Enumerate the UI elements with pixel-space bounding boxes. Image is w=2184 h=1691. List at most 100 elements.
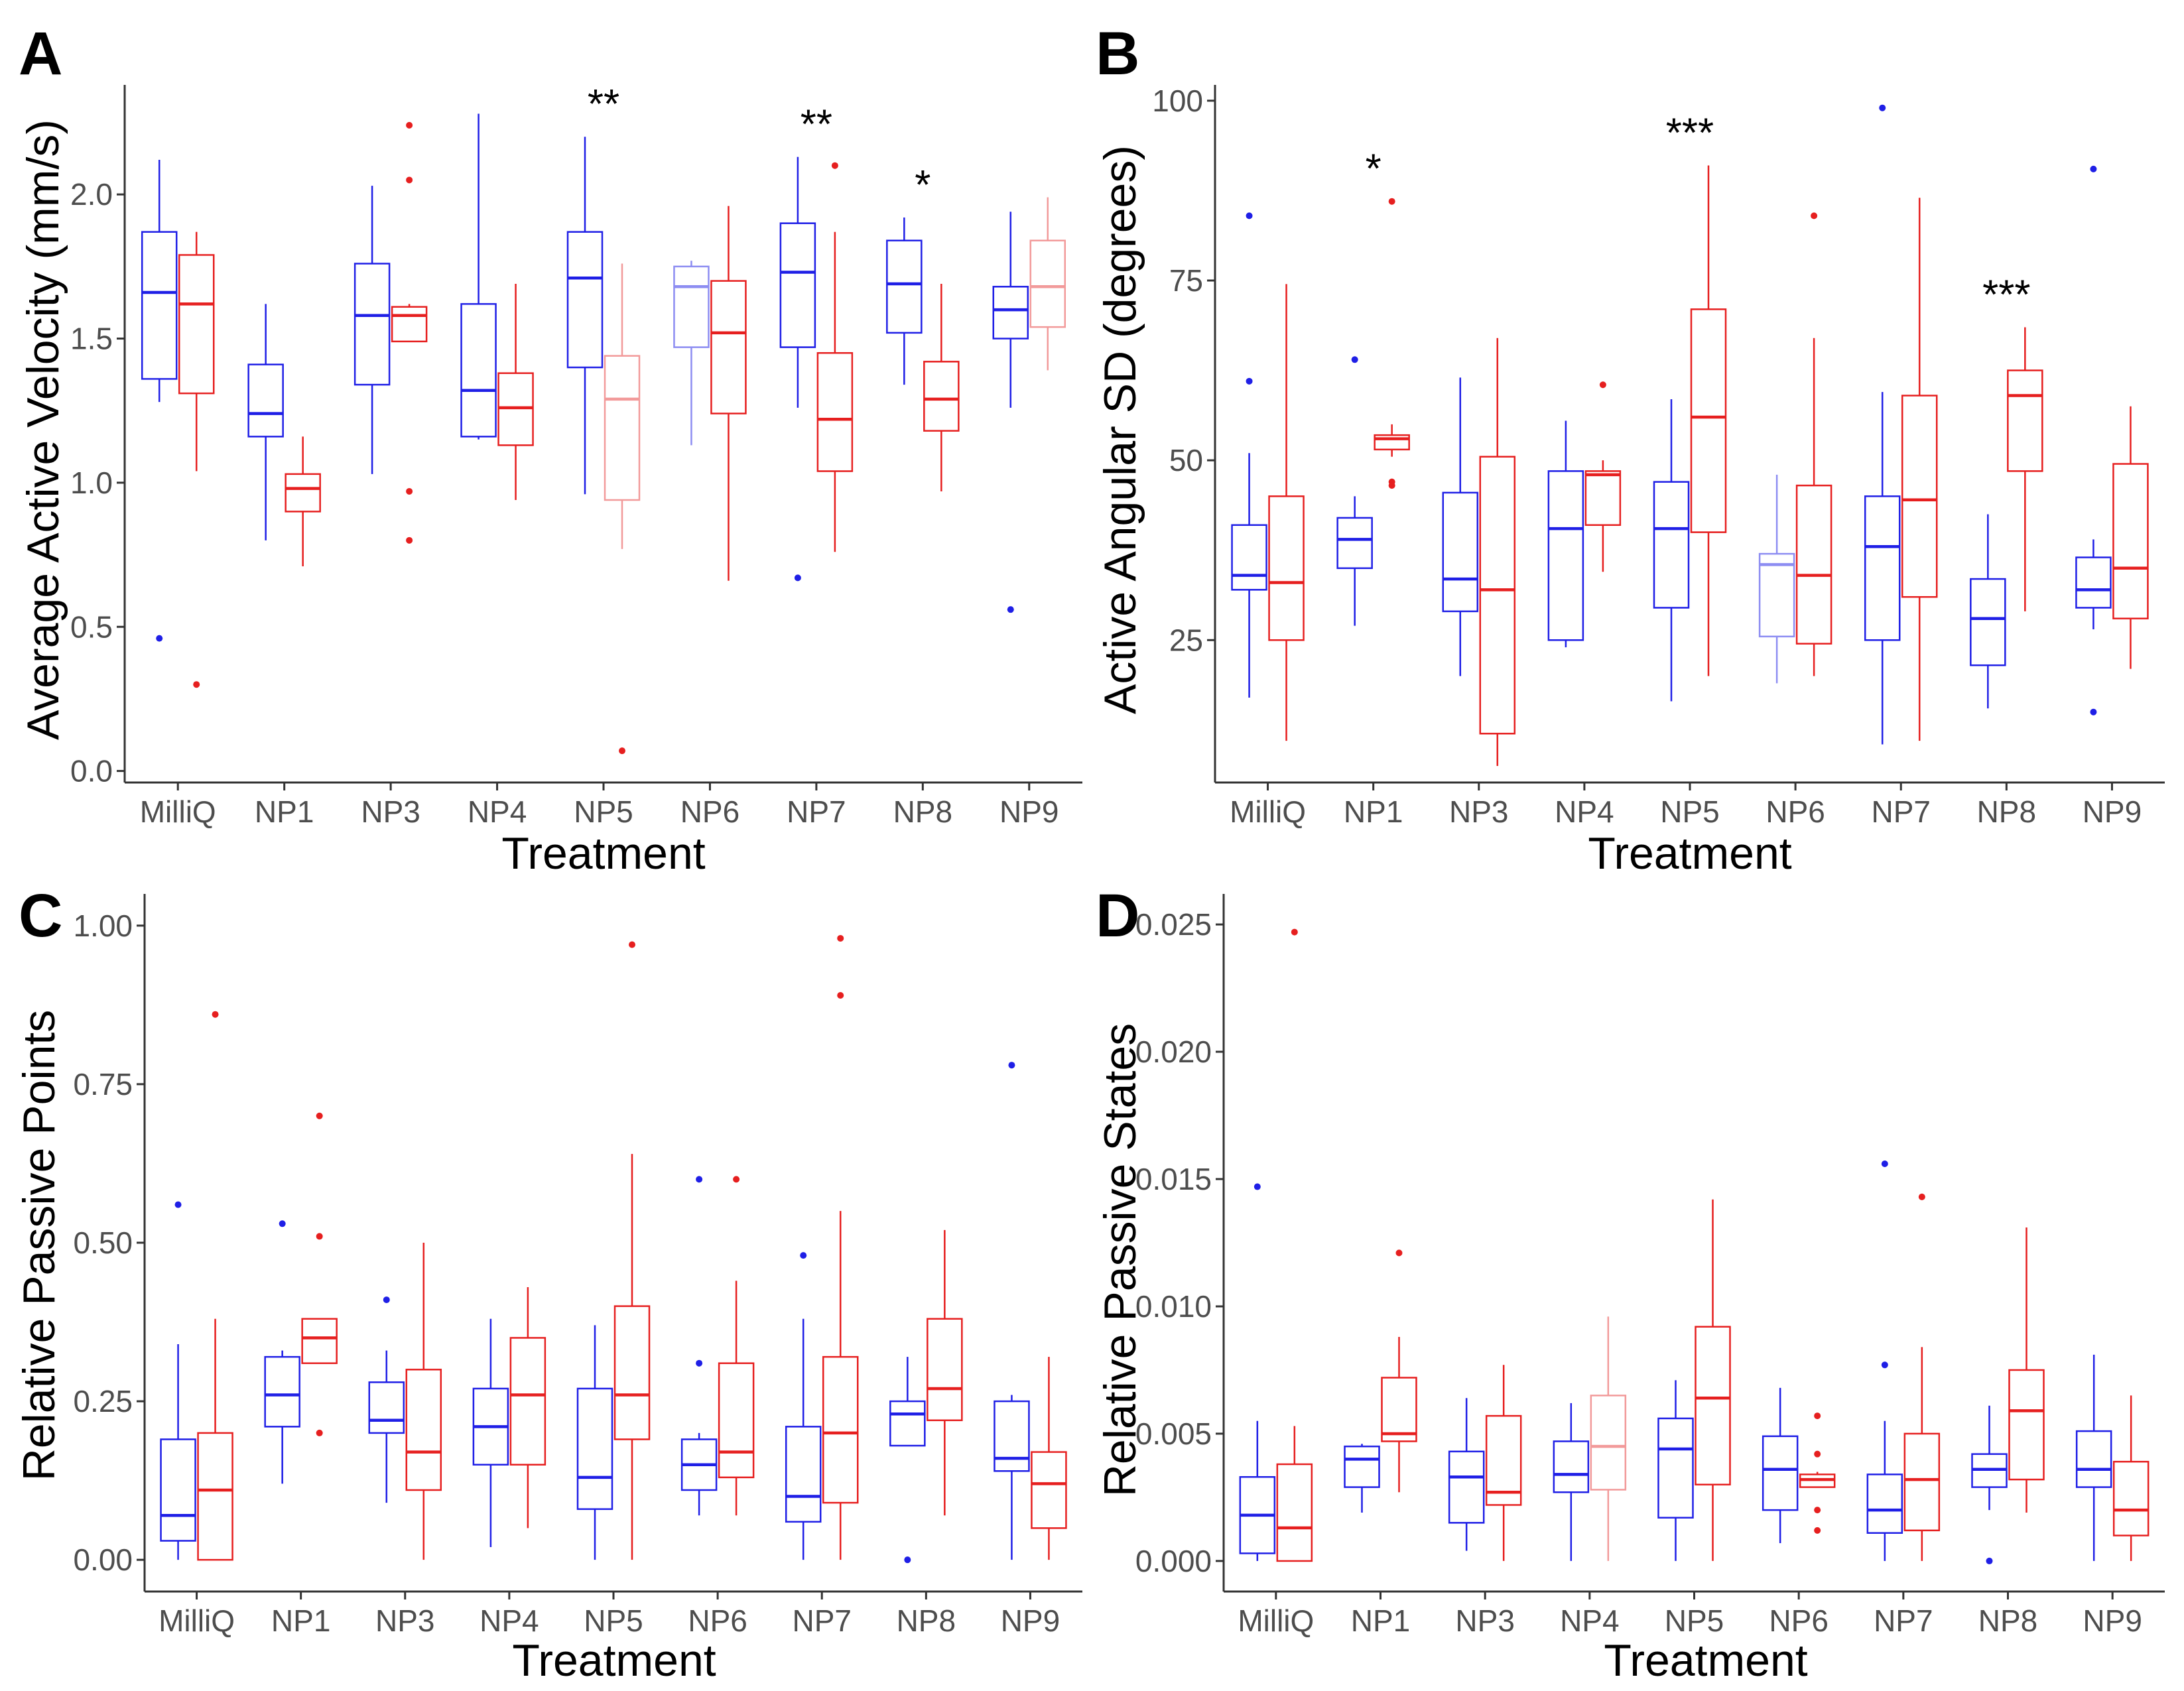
outlier-point bbox=[1881, 1160, 1888, 1167]
box-red-NP7 bbox=[822, 934, 859, 1560]
iqr-box bbox=[405, 1369, 442, 1491]
y-axis-title: Average Active Velocity (mm/s) bbox=[18, 119, 68, 740]
outlier-point bbox=[279, 1220, 286, 1227]
outlier-point bbox=[1599, 381, 1606, 389]
box-red-NP4 bbox=[509, 1286, 546, 1529]
x-tick-label: NP8 bbox=[1978, 1603, 2037, 1638]
x-tick-label: NP8 bbox=[893, 794, 952, 829]
box-red-NP4 bbox=[1590, 1316, 1627, 1561]
iqr-box bbox=[1970, 578, 2006, 666]
iqr-box bbox=[1031, 1451, 1067, 1529]
box-red-NP5 bbox=[1690, 165, 1727, 676]
y-tick-label: 0.000 bbox=[1135, 1544, 1212, 1578]
outlier-point bbox=[1814, 1527, 1821, 1534]
y-tick-label: 0.5 bbox=[70, 609, 113, 644]
iqr-box bbox=[1547, 470, 1584, 641]
box-red-NP8 bbox=[927, 1229, 963, 1516]
iqr-box bbox=[1695, 1326, 1731, 1485]
box-blue-NP5 bbox=[1657, 1380, 1694, 1561]
y-tick-label: 0.015 bbox=[1135, 1162, 1212, 1196]
y-tick-label: 1.00 bbox=[73, 908, 133, 943]
box-blue-NP3 bbox=[353, 186, 391, 474]
iqr-box bbox=[1442, 491, 1479, 613]
outlier-point bbox=[406, 176, 413, 184]
box-red-NP9 bbox=[1029, 197, 1066, 371]
iqr-box bbox=[1344, 1445, 1380, 1488]
x-axis-title: Treatment bbox=[1604, 1635, 1807, 1686]
box-blue-NP4 bbox=[472, 1318, 509, 1548]
outlier-point bbox=[1918, 1193, 1925, 1200]
box-red-MilliQ bbox=[1268, 284, 1305, 741]
x-tick-label: NP9 bbox=[1001, 1603, 1060, 1638]
x-tick-label: NP5 bbox=[1665, 1603, 1724, 1638]
iqr-box bbox=[1866, 1473, 1903, 1534]
x-tick-label: NP9 bbox=[2083, 794, 2142, 829]
y-tick-label: 0.0 bbox=[70, 754, 113, 788]
box-red-NP3 bbox=[391, 121, 428, 544]
y-tick-label: 75 bbox=[1169, 263, 1203, 298]
x-tick-label: NP3 bbox=[361, 794, 420, 829]
box-blue-NP9 bbox=[994, 1062, 1030, 1560]
box-blue-NP6 bbox=[673, 261, 710, 446]
outlier-point bbox=[629, 941, 635, 948]
box-red-NP9 bbox=[2112, 1395, 2150, 1561]
outlier-point bbox=[316, 1233, 323, 1240]
outlier-point bbox=[831, 162, 838, 169]
y-tick-label: 100 bbox=[1152, 84, 1203, 118]
box-blue-NP6 bbox=[1758, 474, 1795, 684]
box-blue-NP1 bbox=[264, 1220, 300, 1484]
iqr-box bbox=[1901, 395, 1938, 598]
y-axis-title: Relative Passive Points bbox=[14, 1010, 64, 1481]
box-blue-NP4 bbox=[460, 113, 497, 440]
significance-label: * bbox=[915, 162, 931, 208]
significance-label: *** bbox=[1982, 272, 2030, 318]
y-tick-label: 0.005 bbox=[1135, 1416, 1212, 1451]
outlier-point bbox=[1008, 1062, 1015, 1069]
iqr-box bbox=[509, 1337, 546, 1466]
box-red-MilliQ bbox=[178, 231, 215, 688]
outlier-point bbox=[316, 1112, 323, 1119]
box-red-NP7 bbox=[816, 162, 854, 552]
box-blue-NP8 bbox=[889, 1357, 926, 1564]
box-red-NP1 bbox=[285, 436, 321, 566]
significance-label: * bbox=[1366, 147, 1381, 192]
iqr-box bbox=[2007, 369, 2043, 472]
box-red-MilliQ bbox=[1276, 928, 1313, 1562]
iqr-box bbox=[1690, 308, 1727, 533]
iqr-box bbox=[197, 1432, 233, 1561]
box-blue-NP5 bbox=[566, 137, 604, 495]
box-red-NP5 bbox=[1695, 1199, 1731, 1561]
iqr-box bbox=[889, 1400, 926, 1447]
outlier-point bbox=[406, 121, 413, 129]
outlier-point bbox=[904, 1556, 911, 1564]
box-blue-NP8 bbox=[886, 217, 923, 385]
iqr-box bbox=[141, 231, 178, 380]
box-red-NP9 bbox=[2112, 406, 2149, 669]
y-axis-title: Relative Passive States bbox=[1095, 1023, 1145, 1497]
iqr-box bbox=[160, 1438, 196, 1542]
iqr-box bbox=[992, 286, 1029, 340]
significance-label: *** bbox=[1666, 110, 1714, 156]
box-blue-NP7 bbox=[1864, 104, 1901, 745]
box-red-NP4 bbox=[497, 283, 534, 500]
x-tick-label: NP5 bbox=[584, 1603, 643, 1638]
iqr-box bbox=[1657, 1417, 1694, 1519]
iqr-box bbox=[710, 280, 747, 414]
box-red-NP6 bbox=[1795, 212, 1832, 676]
y-tick-label: 1.5 bbox=[70, 322, 113, 356]
outlier-point bbox=[733, 1176, 740, 1183]
outlier-point bbox=[1351, 356, 1358, 363]
panel-letter: C bbox=[19, 882, 62, 950]
x-tick-label: NP3 bbox=[1455, 1603, 1514, 1638]
x-tick-label: NP3 bbox=[375, 1603, 434, 1638]
x-tick-label: NP1 bbox=[1351, 1603, 1410, 1638]
outlier-point bbox=[619, 747, 625, 755]
x-tick-label: NP4 bbox=[1560, 1603, 1619, 1638]
iqr-box bbox=[994, 1400, 1030, 1472]
y-tick-label: 0.025 bbox=[1135, 907, 1212, 942]
box-blue-NP9 bbox=[992, 212, 1029, 613]
outlier-point bbox=[193, 681, 200, 688]
iqr-box bbox=[779, 222, 816, 348]
box-blue-MilliQ bbox=[1239, 1183, 1276, 1561]
